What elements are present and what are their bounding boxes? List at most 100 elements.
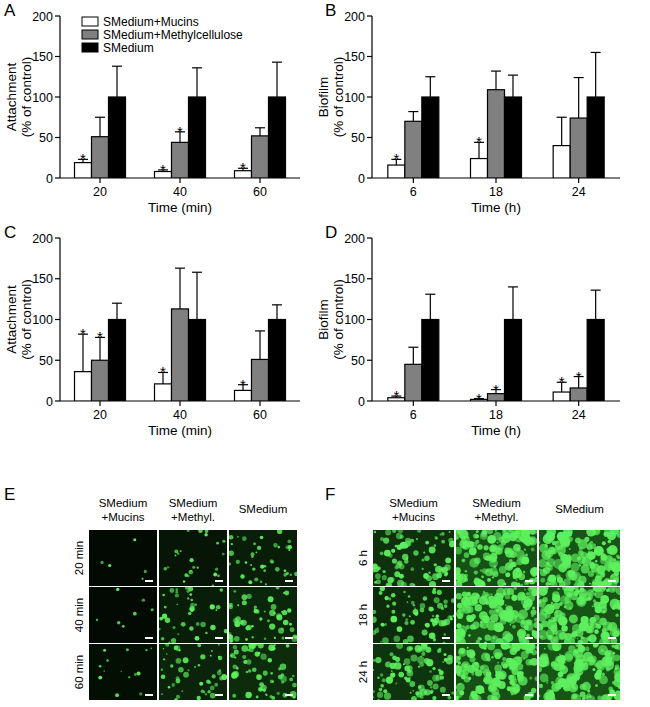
micrograph-spot	[287, 608, 291, 612]
bar	[553, 146, 570, 178]
micrograph-spot	[398, 672, 404, 678]
error-bar	[255, 331, 265, 360]
micrograph-spot	[277, 546, 280, 549]
micrograph-spot	[571, 563, 580, 572]
micrograph-spot	[604, 530, 614, 537]
micrograph-spot	[539, 630, 548, 640]
micrograph-spot	[246, 671, 249, 674]
micrograph-spot	[567, 592, 572, 597]
micrograph-spot	[258, 687, 263, 692]
scale-bar	[145, 637, 153, 639]
micrograph-spot	[480, 623, 484, 627]
x-tick-label: 6	[410, 408, 417, 422]
y-tick	[367, 278, 372, 279]
micrograph-spot	[159, 628, 161, 630]
bar	[172, 309, 189, 401]
micrograph-spot	[456, 634, 462, 641]
micrograph-spot	[282, 610, 287, 615]
micrograph-spot	[216, 542, 219, 545]
micrograph	[89, 530, 157, 586]
micrograph-spot	[553, 638, 557, 642]
error-cap	[408, 347, 418, 348]
legend-swatch	[82, 43, 98, 52]
micrograph-spot	[199, 682, 203, 686]
micrograph-spot	[430, 686, 432, 688]
micrograph-spot	[499, 566, 507, 574]
micrograph-haze	[456, 644, 537, 700]
micrograph-spot	[404, 658, 411, 665]
micrograph-spot	[215, 568, 218, 571]
micrograph-spot	[444, 633, 446, 635]
micrograph-spot	[597, 576, 599, 578]
micrograph-spot	[198, 530, 203, 533]
micrograph-spot	[512, 625, 516, 629]
micrograph-spot	[241, 645, 248, 652]
micrograph-spot	[133, 538, 136, 541]
micrograph-spot	[396, 644, 403, 649]
micrograph-spot	[589, 695, 592, 698]
micrograph-spot	[596, 670, 602, 676]
micrograph-spot	[249, 693, 251, 695]
micrograph-spot	[242, 655, 246, 659]
micrograph-spot	[585, 647, 590, 652]
micrograph-haze	[229, 587, 297, 643]
micrograph-spot	[237, 604, 239, 606]
error-bar	[112, 66, 122, 97]
y-tick-label: 100	[32, 313, 53, 327]
micrograph-spot	[425, 647, 431, 653]
micrograph-spot	[443, 642, 446, 643]
micrograph-spot	[614, 600, 620, 610]
micrograph-spot	[486, 555, 492, 561]
micrograph-spot	[377, 566, 381, 570]
x-tick	[179, 178, 180, 183]
micrograph-spot	[506, 658, 514, 666]
error-cap	[574, 77, 584, 78]
micrograph-spot	[452, 615, 454, 618]
micrograph-spot	[456, 547, 462, 555]
micrograph-spot	[582, 697, 586, 700]
micrograph-spot	[616, 587, 620, 595]
micrograph-haze	[539, 530, 620, 586]
error-line	[413, 347, 414, 364]
micrograph	[159, 587, 227, 643]
x-tick-label: 6	[410, 185, 417, 199]
micrograph-spot	[596, 582, 598, 584]
micrograph-spot	[422, 629, 428, 635]
micrograph-spot	[171, 683, 175, 687]
micrograph-spot	[480, 665, 485, 670]
micrograph-spot	[472, 621, 479, 628]
micrograph-spot	[390, 652, 394, 656]
bar	[570, 118, 587, 178]
column-header: +Mucins	[101, 511, 144, 523]
error-line	[430, 294, 431, 319]
micrograph-spot	[532, 606, 535, 609]
micrograph-spot	[456, 690, 462, 699]
micrograph-haze	[229, 530, 297, 586]
error-cap	[112, 303, 122, 304]
y-axis-label: (% of control)	[331, 279, 346, 359]
micrograph-spot	[195, 604, 197, 606]
bar	[252, 359, 269, 401]
micrograph-spot	[512, 568, 522, 578]
micrograph-spot	[483, 691, 485, 693]
micrograph-spot	[483, 545, 488, 550]
micrograph-spot	[290, 627, 295, 632]
micrograph-spot	[497, 662, 499, 664]
micrograph-spot	[175, 588, 178, 591]
micrograph-spot	[472, 693, 479, 700]
micrograph-spot	[534, 577, 537, 582]
error-line	[116, 303, 117, 319]
x-tick	[495, 178, 496, 183]
scale-bar	[608, 694, 616, 696]
y-tick-label: 150	[32, 50, 53, 64]
micrograph-spot	[480, 638, 482, 640]
micrograph-haze	[89, 530, 157, 586]
micrograph-spot	[483, 675, 492, 684]
micrograph-spot	[546, 654, 548, 656]
micrograph-spot	[373, 690, 375, 693]
y-tick	[367, 96, 372, 97]
micrograph-spot	[577, 582, 584, 586]
micrograph-spot	[402, 554, 408, 560]
micrograph-spot	[520, 584, 523, 586]
panel-letter: A	[4, 1, 16, 20]
